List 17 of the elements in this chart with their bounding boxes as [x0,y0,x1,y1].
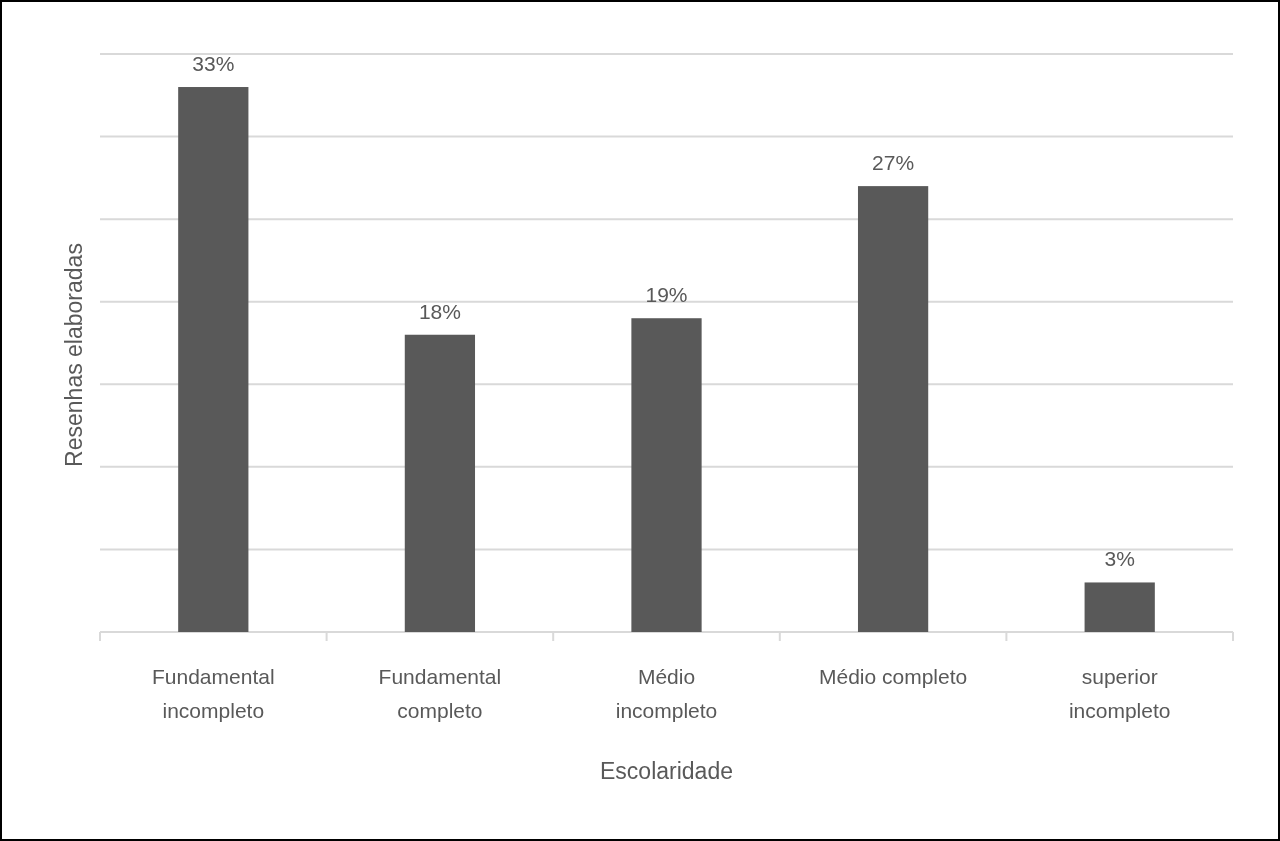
x-tick-label: Médio completo [818,665,968,688]
x-tick-label: Fundamental incompleto [152,665,275,722]
bar [1084,582,1155,632]
data-label: 3% [1104,547,1135,571]
data-label: 33% [192,52,235,76]
x-tick-label: Fundamental completo [378,665,502,722]
data-label: 18% [418,299,461,323]
data-label: 27% [872,151,915,175]
bar [178,87,249,632]
bar [631,318,702,632]
y-axis-title: Resenhas elaboradas [61,243,87,467]
data-label: 19% [645,283,688,307]
x-tick-label: Médio incompleto [615,665,718,722]
x-axis-title: Escolaridade [600,758,733,784]
bar [857,186,929,632]
x-tick-label: superior incompleto [1068,665,1171,722]
bar [404,334,476,632]
